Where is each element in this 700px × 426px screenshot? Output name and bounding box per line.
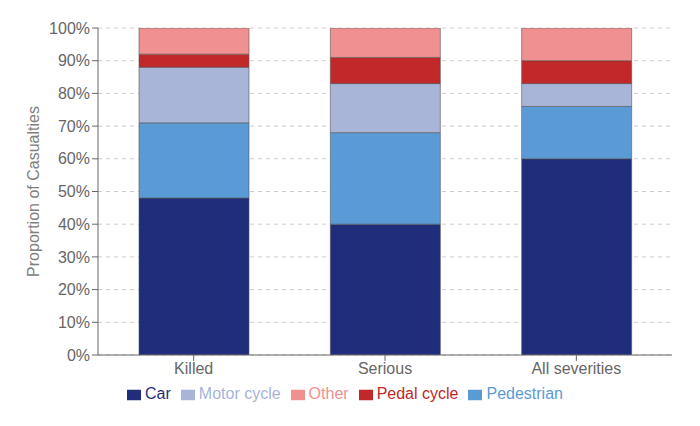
html-text:Pedestrian: Pedestrian [486, 385, 563, 402]
html-text:Other: Other [308, 385, 349, 402]
svg-text:50%: 50% [58, 183, 90, 200]
svg-text:Killed: Killed [174, 360, 213, 377]
html-text:Motor cycle: Motor cycle [198, 385, 281, 402]
svg-text:80%: 80% [58, 85, 90, 102]
svg-text:10%: 10% [58, 314, 90, 331]
html-text:Car: Car [145, 385, 171, 402]
svg-text:Proportion of Casualties: Proportion of Casualties [25, 106, 42, 277]
html-text:Pedal cycle: Pedal cycle [376, 385, 459, 402]
svg-text:70%: 70% [58, 118, 90, 135]
svg-text:90%: 90% [58, 52, 90, 69]
svg-text:Serious: Serious [358, 360, 412, 377]
svg-text:40%: 40% [58, 216, 90, 233]
svg-text:All severities: All severities [531, 360, 621, 377]
svg-text:0%: 0% [67, 347, 90, 364]
svg-text:100%: 100% [49, 20, 90, 37]
svg-text:20%: 20% [58, 281, 90, 298]
svg-text:30%: 30% [58, 249, 90, 266]
svg-text:60%: 60% [58, 150, 90, 167]
